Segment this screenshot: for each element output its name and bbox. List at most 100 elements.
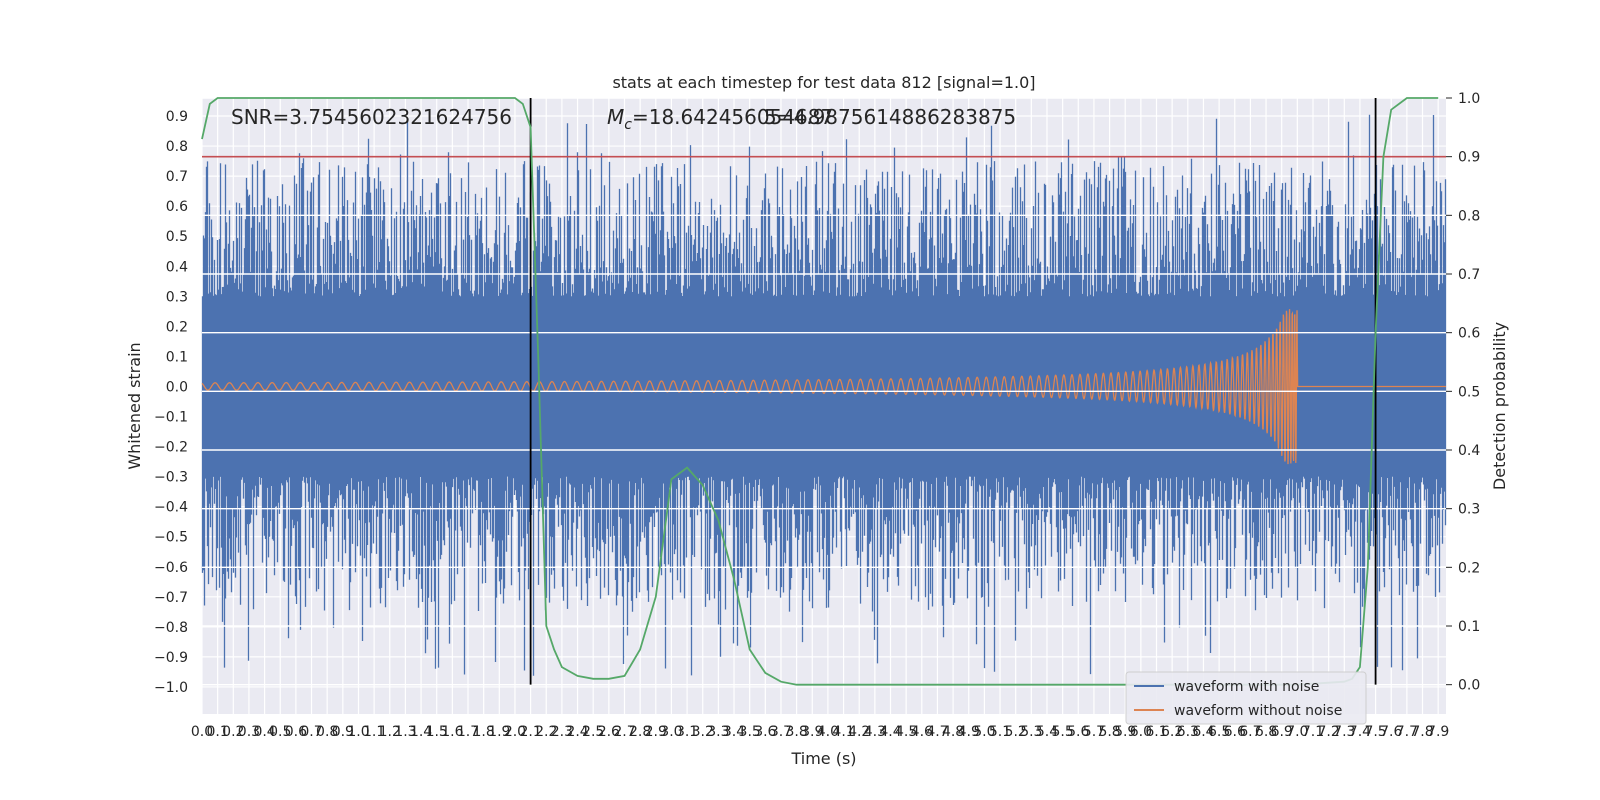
y-tick-label-left: −0.4 bbox=[154, 500, 188, 516]
x-tick-label: 6.7 bbox=[1239, 724, 1261, 740]
y-ticks-left: 0.9 0.8 0.7 0.6 0.5 0.4 0.3 0.2 0.1 0.0 −0.1 −0.2 −0… bbox=[154, 109, 188, 696]
y-ticks-right: 1.0 0.9 0.8 0.7 0.6 0.5 0.4 0.3 0.2 0.1 0.0 bbox=[1446, 91, 1480, 694]
x-tick-label: 4.3 bbox=[864, 724, 886, 740]
x-tick-label: 5.3 bbox=[1020, 724, 1042, 740]
y-tick-label-left: −0.5 bbox=[154, 530, 188, 546]
x-tick-label: 1.3 bbox=[394, 724, 416, 740]
y-tick-label-right: 0.4 bbox=[1458, 443, 1480, 459]
y-tick-label-left: 0.4 bbox=[166, 259, 188, 275]
y-tick-label-right: 0.7 bbox=[1458, 267, 1480, 283]
y-tick-label-right: 0.9 bbox=[1458, 150, 1480, 166]
x-tick-label: 0.7 bbox=[300, 724, 322, 740]
x-tick-label: 7.6 bbox=[1380, 724, 1402, 740]
x-tick-label: 3.1 bbox=[676, 724, 698, 740]
x-tick-label: 4.6 bbox=[911, 724, 933, 740]
x-tick-label: 3.9 bbox=[801, 724, 823, 740]
x-tick-label: 5.0 bbox=[973, 724, 995, 740]
x-tick-label: 0.5 bbox=[269, 724, 291, 740]
y-axis-label-right: Detection probability bbox=[1490, 322, 1509, 490]
y-tick-label-left: 0.7 bbox=[166, 169, 188, 185]
x-axis-label: Time (s) bbox=[790, 749, 856, 768]
x-tick-label: 1.7 bbox=[457, 724, 479, 740]
x-tick-label: 6.2 bbox=[1161, 724, 1183, 740]
x-tick-label: 5.6 bbox=[1067, 724, 1089, 740]
x-tick-label: 3.3 bbox=[707, 724, 729, 740]
x-tick-label: 3.4 bbox=[723, 724, 745, 740]
x-tick-label: 0.4 bbox=[253, 724, 275, 740]
x-tick-label: 2.3 bbox=[551, 724, 573, 740]
x-tick-label: 2.8 bbox=[629, 724, 651, 740]
chart-title: stats at each timestep for test data 812… bbox=[612, 73, 1035, 92]
x-tick-label: 0.2 bbox=[222, 724, 244, 740]
x-tick-label: 0.8 bbox=[316, 724, 338, 740]
chirp-mass-annotation: Mc=18.642456054687 bbox=[607, 105, 833, 133]
legend-box bbox=[1125, 671, 1367, 725]
x-tick-label: 2.4 bbox=[566, 724, 588, 740]
x-tick-label: 1.1 bbox=[363, 724, 385, 740]
x-tick-label: 0.6 bbox=[285, 724, 307, 740]
x-tick-label: 6.4 bbox=[1192, 724, 1214, 740]
x-tick-label: 3.5 bbox=[739, 724, 761, 740]
x-tick-label: 5.1 bbox=[989, 724, 1011, 740]
y-tick-label-left: 0.1 bbox=[166, 349, 188, 365]
x-tick-label: 4.9 bbox=[958, 724, 980, 740]
legend-label-clean: waveform without noise bbox=[1174, 703, 1342, 719]
y-tick-label-left: 0.9 bbox=[166, 109, 188, 125]
x-tick-label: 1.9 bbox=[488, 724, 510, 740]
y-tick-label-left: −0.8 bbox=[154, 620, 188, 636]
y-tick-label-left: 0.5 bbox=[166, 229, 188, 245]
snr-annotation: SNR=3.7545602321624756 bbox=[231, 105, 512, 129]
x-tick-label: 7.8 bbox=[1411, 724, 1433, 740]
x-tick-label: 7.0 bbox=[1286, 724, 1308, 740]
x-tick-label: 2.1 bbox=[519, 724, 541, 740]
x-tick-label: 4.8 bbox=[942, 724, 964, 740]
x-tick-label: 3.6 bbox=[754, 724, 776, 740]
x-tick-label: 7.1 bbox=[1302, 724, 1324, 740]
x-tick-label: 1.6 bbox=[441, 724, 463, 740]
y-tick-label-left: −1.0 bbox=[154, 680, 188, 696]
x-tick-label: 5.5 bbox=[1051, 724, 1073, 740]
x-tick-label: 5.7 bbox=[1083, 724, 1105, 740]
x-tick-label: 6.3 bbox=[1177, 724, 1199, 740]
x-tick-label: 7.4 bbox=[1349, 724, 1371, 740]
clean-waveform-trace bbox=[201, 309, 1446, 465]
x-tick-label: 1.2 bbox=[379, 724, 401, 740]
y-tick-label-left: 0.8 bbox=[166, 139, 188, 155]
x-tick-label: 0.9 bbox=[332, 724, 354, 740]
x-tick-label: 6.8 bbox=[1255, 724, 1277, 740]
x-tick-label: 2.6 bbox=[598, 724, 620, 740]
x-tick-label: 2.2 bbox=[535, 724, 557, 740]
y-tick-label-right: 0.0 bbox=[1458, 678, 1480, 694]
x-tick-label: 4.1 bbox=[832, 724, 854, 740]
x-tick-label: 3.0 bbox=[660, 724, 682, 740]
x-tick-label: 6.5 bbox=[1208, 724, 1230, 740]
y-tick-label-left: 0.6 bbox=[166, 199, 188, 215]
y-tick-label-right: 0.2 bbox=[1458, 560, 1480, 576]
x-tick-label: 1.0 bbox=[347, 724, 369, 740]
x-tick-label: 5.8 bbox=[1098, 724, 1120, 740]
x-tick-label: 7.9 bbox=[1427, 724, 1449, 740]
x-tick-label: 7.7 bbox=[1396, 724, 1418, 740]
legend: waveform with noise waveform without noi… bbox=[1125, 671, 1367, 725]
x-tick-label: 2.9 bbox=[645, 724, 667, 740]
x-tick-label: 1.8 bbox=[473, 724, 495, 740]
y-tick-label-left: −0.1 bbox=[154, 410, 188, 426]
x-tick-label: 4.5 bbox=[895, 724, 917, 740]
x-tick-label: 1.5 bbox=[426, 724, 448, 740]
x-tick-label: 0.0 bbox=[191, 724, 213, 740]
y-tick-label-left: −0.7 bbox=[154, 590, 188, 606]
x-tick-label: 2.0 bbox=[504, 724, 526, 740]
x-ticks: 0.00.10.20.30.40.50.60.70.80.91.01.11.21… bbox=[191, 724, 1449, 740]
x-tick-label: 5.4 bbox=[1036, 724, 1058, 740]
y-tick-label-left: −0.2 bbox=[154, 440, 188, 456]
x-tick-label: 4.4 bbox=[879, 724, 901, 740]
x-tick-label: 1.4 bbox=[410, 724, 432, 740]
chirp-mass-overlap-annotation: 5=4.9875614886283875 bbox=[764, 105, 1016, 129]
y-tick-label-left: 0.0 bbox=[166, 379, 188, 395]
x-tick-label: 0.1 bbox=[207, 724, 229, 740]
x-tick-label: 7.2 bbox=[1318, 724, 1340, 740]
x-tick-label: 0.3 bbox=[238, 724, 260, 740]
x-tick-label: 3.2 bbox=[692, 724, 714, 740]
y-tick-label-right: 0.5 bbox=[1458, 384, 1480, 400]
